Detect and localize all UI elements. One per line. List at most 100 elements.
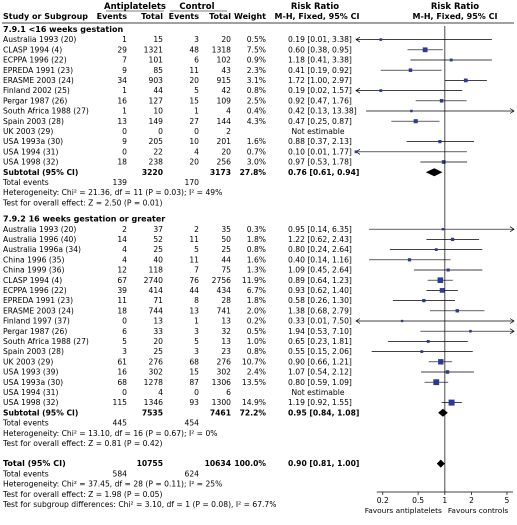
events-b: 3: [194, 347, 199, 356]
events-a: 4: [122, 255, 127, 264]
risk-ratio-ci: 1.18 [0.41, 3.38]: [288, 56, 352, 65]
subgroup-title: 7.9.2 16 weeks gestation or greater: [3, 215, 165, 224]
weight: 4.3%: [247, 117, 266, 126]
total-events-label: Total events: [2, 178, 49, 187]
events-b: 15: [189, 96, 199, 105]
risk-ratio-ci: 0.88 [0.37, 2.13]: [288, 137, 352, 146]
total-b: 42: [221, 86, 231, 95]
total-a: 2740: [144, 276, 163, 285]
total-a: 1346: [144, 398, 163, 407]
study-name: Spain 2003 (28): [3, 347, 64, 356]
total-events-label: Total events: [2, 419, 49, 428]
total-b: 276: [217, 357, 232, 366]
weight: 2.3%: [247, 66, 266, 75]
total-a: 44: [153, 86, 163, 95]
total-b: 75: [221, 266, 231, 275]
ci-arrow-right: [509, 318, 515, 324]
total-a: 414: [149, 286, 164, 295]
point-estimate: [438, 140, 442, 144]
weight: 1.3%: [247, 266, 266, 275]
study-name: USA 1998 (32): [3, 158, 58, 167]
events-b: 93: [189, 398, 199, 407]
overall-effect: Test for overall effect: Z = 0.81 (P = 0…: [2, 439, 162, 448]
events-a: 13: [117, 117, 127, 126]
events-a: 18: [117, 306, 127, 315]
events-a: 6: [122, 327, 127, 336]
risk-ratio-ci: 0.92 [0.47, 1.76]: [288, 96, 352, 105]
total-b: 256: [217, 158, 232, 167]
x-tick-label: 0.2: [377, 496, 389, 505]
total-b: 102: [217, 56, 232, 65]
grand-heterogeneity: Heterogeneity: Chi² = 37.45, df = 28 (P …: [3, 480, 222, 489]
events-b: 5: [194, 86, 199, 95]
risk-ratio-ci: 0.80 [0.59, 1.09]: [288, 378, 352, 387]
favours-left-label: Favours antiplatelets: [365, 506, 442, 515]
events-a: 68: [117, 378, 127, 387]
weight: 0.2%: [247, 317, 266, 326]
events-b: 3: [194, 327, 199, 336]
events-b: 48: [189, 45, 199, 54]
subtotal-diamond: [425, 168, 443, 177]
point-estimate: [422, 298, 426, 303]
events-a: 0: [122, 388, 127, 397]
point-estimate: [469, 329, 472, 333]
events-b: 5: [194, 337, 199, 346]
total-b: 2756: [212, 276, 231, 285]
events-a: 2: [122, 225, 127, 234]
total-a: 238: [149, 158, 164, 167]
subtotal-diamond: [438, 408, 448, 417]
events-a: 3: [122, 347, 127, 356]
events-a: 1: [122, 107, 127, 116]
point-estimate: [445, 370, 450, 374]
subtotal-weight: 27.8%: [240, 168, 267, 177]
ci-arrow-left: [355, 36, 361, 43]
events-b: 4: [194, 147, 199, 156]
total-b: 109: [217, 96, 232, 105]
header-weight: Weight: [234, 12, 266, 21]
subgroup-title: 7.9.1 <16 weeks gestation: [3, 25, 123, 34]
weight: 14.9%: [242, 398, 266, 407]
events-a: 61: [117, 357, 127, 366]
risk-ratio-ci: 0.60 [0.38, 0.95]: [288, 45, 352, 54]
study-name: Australia 1996a (34): [3, 245, 81, 254]
risk-ratio-ci: 1.94 [0.53, 7.10]: [288, 327, 352, 336]
total-b: 32: [221, 327, 231, 336]
events-b: 11: [189, 66, 199, 75]
total-b: 4: [226, 107, 231, 116]
risk-ratio-ci: 1.07 [0.54, 2.12]: [288, 368, 352, 377]
x-tick-label: 1: [442, 496, 447, 505]
weight: 3.0%: [247, 158, 266, 167]
subgroup-differences: Test for subgroup differences: Chi² = 3.…: [2, 500, 276, 509]
events-a: 11: [117, 296, 127, 305]
total-a: 25: [153, 245, 163, 254]
total-a: 40: [153, 255, 163, 264]
events-a: 9: [122, 137, 127, 146]
header-rr-title-right: Risk Ratio: [431, 2, 479, 12]
total-events-a: 139: [113, 178, 128, 187]
subtotal-total-a: 3220: [142, 168, 163, 177]
total-b: 23: [221, 347, 231, 356]
events-b: 68: [189, 357, 199, 366]
total-b: 302: [217, 368, 232, 377]
events-b: 44: [189, 286, 199, 295]
point-estimate: [407, 258, 412, 262]
table-header: Antiplatelets Control Risk Ratio Risk Ra…: [2, 2, 514, 24]
plot-area: 0.2 0.5 1 2 5 Favours antiplatelets Favours co…: [354, 26, 515, 515]
overall-diamond: [436, 459, 445, 468]
events-b: 0: [194, 388, 199, 397]
header-events-a: Events: [97, 12, 128, 21]
risk-ratio-ci: 1.22 [0.62, 2.43]: [288, 235, 352, 244]
grand-events-b: 624: [185, 469, 200, 478]
point-estimate: [379, 38, 383, 41]
risk-ratio-ci: 0.47 [0.25, 0.87]: [288, 117, 352, 126]
risk-ratio-ci: 0.10 [0.01, 1.77]: [288, 147, 352, 156]
events-b: 20: [189, 158, 199, 167]
risk-ratio-ci: 0.41 [0.19, 0.92]: [288, 66, 352, 75]
weight: 7.5%: [247, 45, 266, 54]
events-a: 4: [122, 245, 127, 254]
subtotal-ci: 0.76 [0.61, 0.94]: [288, 168, 359, 177]
point-estimate: [400, 319, 404, 323]
weight: 2.4%: [247, 368, 266, 377]
header-total-b: Total: [209, 12, 231, 21]
total-a: 85: [153, 66, 163, 75]
